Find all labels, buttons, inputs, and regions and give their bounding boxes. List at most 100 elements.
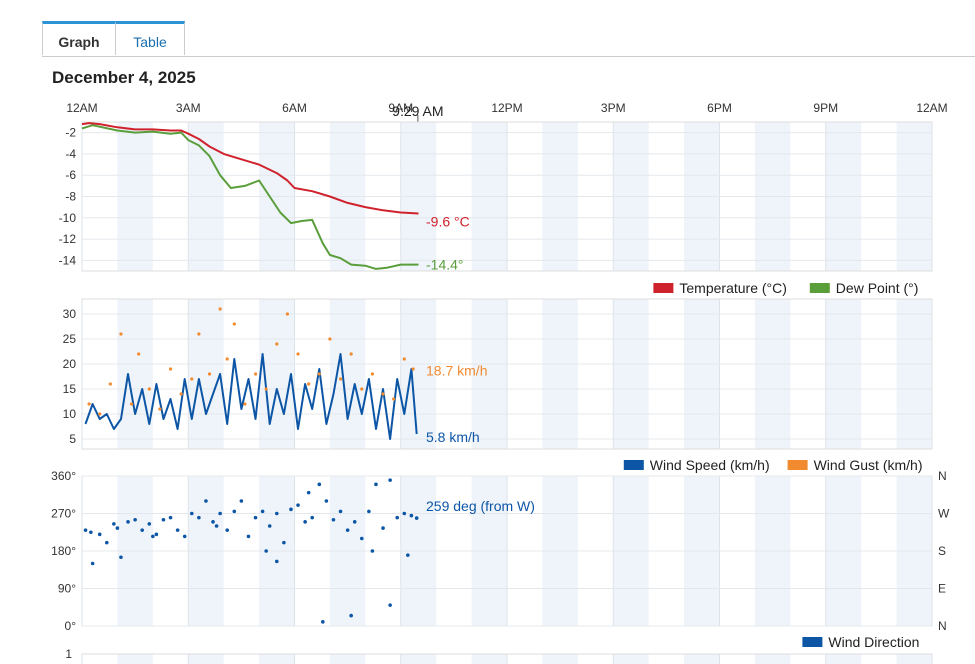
legend-label: Dew Point (°) xyxy=(836,280,919,296)
data-point xyxy=(395,515,400,520)
data-point xyxy=(388,478,392,482)
legend-label: Wind Speed (km/h) xyxy=(650,457,770,473)
data-point xyxy=(214,524,219,528)
legend-swatch xyxy=(802,637,823,647)
y-tick-label: 10 xyxy=(63,407,77,421)
time-label-1: 3AM xyxy=(176,101,201,115)
current-value-label: 5.8 km/h xyxy=(426,429,480,445)
data-point xyxy=(324,499,329,503)
data-point xyxy=(267,524,272,528)
y-tick-label: -8 xyxy=(65,190,76,204)
data-point xyxy=(367,509,371,514)
data-point xyxy=(207,372,212,376)
data-point xyxy=(274,559,279,564)
data-point xyxy=(90,561,95,566)
data-point xyxy=(253,515,258,520)
data-point xyxy=(381,526,385,530)
data-point xyxy=(104,540,109,545)
y-tick-label: 30 xyxy=(63,307,77,321)
data-point xyxy=(179,392,183,396)
time-label-8: 12AM xyxy=(916,101,947,115)
data-point xyxy=(349,352,353,356)
hour-band xyxy=(117,299,153,449)
y-tick-label: -2 xyxy=(65,126,76,140)
chart-panel-1: 30 25 20 15 10 5 18.7 km/h 5.8 km/h Wind Gust (k… xyxy=(63,298,933,473)
series-line xyxy=(81,122,419,215)
data-point xyxy=(168,367,173,371)
time-label-2: 6AM xyxy=(282,101,307,115)
data-point xyxy=(296,503,300,507)
time-label-5: 3PM xyxy=(601,101,626,115)
data-point xyxy=(83,528,88,532)
data-point xyxy=(306,490,311,495)
y-tick-label: 360° xyxy=(51,469,76,483)
data-point xyxy=(218,307,222,311)
current-value-label: 18.7 km/h xyxy=(426,363,487,379)
legend-label: Wind Gust (km/h) xyxy=(814,457,923,473)
data-point xyxy=(307,382,311,386)
data-point xyxy=(151,534,155,539)
hour-band xyxy=(754,654,791,664)
data-point xyxy=(409,513,414,518)
hour-band xyxy=(825,654,862,664)
data-point xyxy=(140,528,145,532)
data-point xyxy=(225,528,230,532)
data-point xyxy=(264,387,268,391)
y-tick-label: 90° xyxy=(58,582,76,596)
data-point xyxy=(296,352,300,356)
data-point xyxy=(119,555,123,560)
chart-panel-0: -2 -4 -6 -8 -10 -12 -14 -9.6 °C -14.4° Dew Point … xyxy=(59,121,933,296)
tab-table[interactable]: Table xyxy=(115,21,185,55)
data-point xyxy=(328,337,332,341)
data-point xyxy=(108,382,112,386)
series-line xyxy=(81,124,419,270)
y-tick-label: 5 xyxy=(69,432,76,446)
data-point xyxy=(303,520,307,524)
y-tick-label: 1 xyxy=(65,647,72,661)
y-tick-label-right: E xyxy=(938,582,946,596)
hour-band xyxy=(329,299,366,449)
y-tick-label: -14 xyxy=(59,253,77,267)
data-point xyxy=(218,511,222,516)
data-point xyxy=(87,402,91,406)
data-point xyxy=(321,620,325,624)
y-tick-label: -4 xyxy=(65,147,76,161)
hour-band xyxy=(613,654,649,664)
data-point xyxy=(253,372,258,376)
legend-label: Wind Direction xyxy=(828,634,919,650)
data-point xyxy=(115,526,120,530)
hour-band xyxy=(684,299,720,449)
hour-band xyxy=(117,654,153,664)
data-point xyxy=(392,397,396,401)
y-tick-label: -10 xyxy=(59,211,77,225)
page-title: December 4, 2025 xyxy=(52,68,196,87)
data-point xyxy=(352,520,357,524)
data-point xyxy=(189,511,194,516)
data-point xyxy=(338,509,343,514)
hour-band xyxy=(400,654,437,664)
data-point xyxy=(204,499,208,503)
time-label-4: 12PM xyxy=(491,101,522,115)
tab-graph[interactable]: Graph xyxy=(42,21,116,55)
data-point xyxy=(374,482,378,487)
data-point xyxy=(197,515,201,520)
y-tick-label: 25 xyxy=(63,332,77,346)
hour-band xyxy=(188,654,224,664)
hour-band xyxy=(754,299,791,449)
data-point xyxy=(359,536,364,541)
hour-band xyxy=(400,299,437,449)
data-point xyxy=(406,553,410,557)
current-value-label: 259 deg (from W) xyxy=(426,498,535,514)
legend-label: Temperature (°C) xyxy=(679,280,787,296)
data-point xyxy=(360,387,364,391)
y-tick-label: 270° xyxy=(51,507,76,521)
hour-band xyxy=(542,299,578,449)
data-point xyxy=(370,549,375,553)
data-point xyxy=(345,528,350,532)
data-point xyxy=(190,377,194,381)
data-point xyxy=(154,532,159,537)
data-point xyxy=(275,342,279,346)
data-point xyxy=(246,534,251,539)
data-point xyxy=(381,392,385,396)
